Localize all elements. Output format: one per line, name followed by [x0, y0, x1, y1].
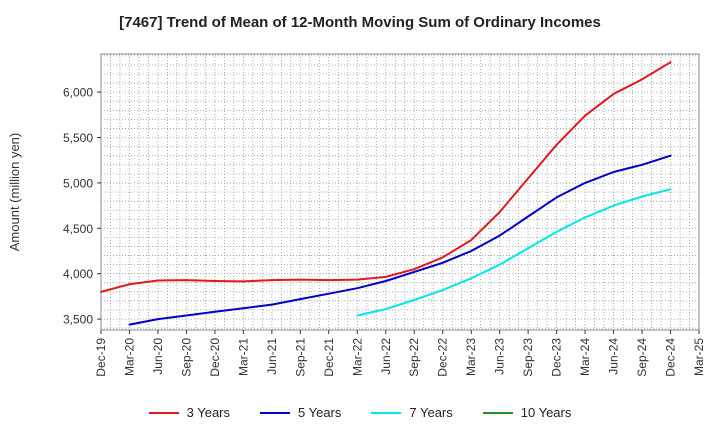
x-tick-label: Sep-20	[179, 338, 193, 377]
x-tick-label: Jun-24	[607, 338, 621, 375]
x-tick-label: Mar-24	[578, 338, 592, 376]
y-tick-label: 5,500	[63, 131, 93, 145]
x-tick-label: Dec-20	[208, 338, 222, 377]
x-tick-label: Sep-21	[293, 338, 307, 377]
legend-swatch	[260, 411, 290, 414]
y-axis: 3,500 4,000 4,500 5,000 5,500 6,000	[63, 86, 101, 327]
x-tick-label: Mar-22	[350, 338, 364, 376]
x-tick-label: Sep-24	[635, 338, 649, 377]
series-lines	[100, 61, 672, 326]
legend-label: 5 Years	[298, 405, 342, 420]
x-tick-label: Mar-25	[692, 338, 706, 376]
x-tick-label: Dec-24	[664, 338, 678, 377]
legend-item-5-years: 5 Years	[260, 405, 341, 420]
legend-item-3-years: 3 Years	[148, 405, 230, 420]
legend: 3 Years 5 Years 7 Years 10 Years	[0, 405, 720, 420]
x-tick-label: Mar-21	[236, 338, 250, 376]
x-tick-label: Mar-23	[464, 338, 478, 376]
series-line-5-years	[128, 154, 672, 326]
x-tick-label: Dec-23	[550, 338, 564, 377]
x-tick-label: Mar-20	[122, 338, 136, 376]
y-tick-label: 6,000	[63, 86, 93, 100]
series-line-7-years	[356, 188, 672, 317]
series-line-3-years	[100, 61, 672, 293]
y-tick-label: 5,000	[63, 176, 93, 190]
legend-label: 3 Years	[186, 405, 230, 420]
x-tick-label: Jun-21	[265, 338, 279, 375]
x-axis: Dec-19 Mar-20 Jun-20 Sep-20 Dec-20 Mar-21 Jun-…	[94, 330, 706, 377]
legend-swatch	[371, 411, 402, 414]
legend-swatch	[148, 411, 179, 414]
grid-lines	[100, 54, 699, 330]
y-tick-label: 4,500	[63, 222, 93, 236]
x-tick-label: Jun-23	[493, 338, 507, 375]
plot-area	[100, 53, 700, 331]
x-tick-label: Dec-22	[436, 338, 450, 377]
x-tick-label: Jun-22	[379, 338, 393, 375]
x-tick-label: Sep-22	[407, 338, 421, 377]
legend-item-7-years: 7 Years	[371, 405, 453, 420]
legend-label: 7 Years	[409, 405, 453, 420]
y-tick-label: 4,000	[63, 267, 93, 281]
x-tick-label: Dec-21	[322, 338, 336, 377]
x-tick-label: Dec-19	[94, 338, 108, 377]
legend-item-10-years: 10 Years	[482, 405, 572, 420]
y-axis-label: Amount (million yen)	[7, 133, 22, 252]
y-tick-label: 3,500	[63, 313, 93, 327]
x-tick-label: Sep-23	[521, 338, 535, 377]
chart-title: [7467] Trend of Mean of 12-Month Moving …	[119, 14, 601, 31]
x-tick-label: Jun-20	[151, 338, 165, 375]
legend-label: 10 Years	[520, 405, 572, 420]
legend-swatch	[482, 411, 513, 414]
